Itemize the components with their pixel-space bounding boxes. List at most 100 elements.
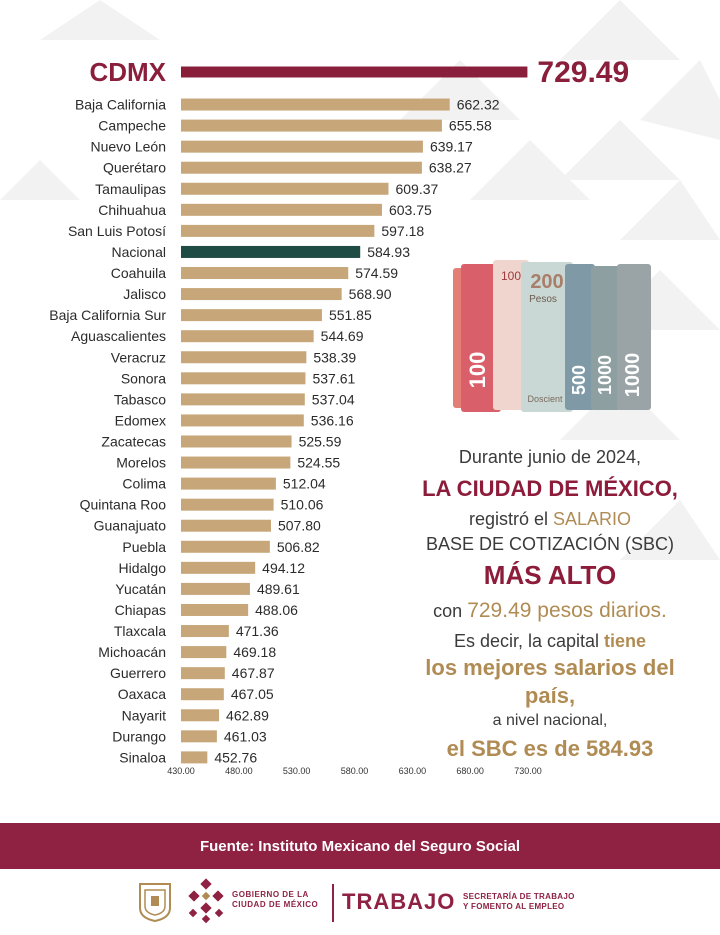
category-label: Morelos	[116, 455, 166, 471]
bar-puebla	[181, 540, 270, 553]
data-label: 574.59	[355, 265, 398, 281]
data-label: 462.89	[226, 707, 269, 723]
summary-line-3-gold: SALARIO	[553, 509, 632, 529]
bar-zacatecas	[181, 435, 292, 448]
bar-colima	[181, 477, 276, 490]
note-200-label: 200	[530, 271, 563, 293]
data-label: 638.27	[429, 160, 472, 176]
bar-michoacán	[181, 646, 227, 659]
footer-divider	[332, 884, 334, 922]
government-seal-icon	[139, 883, 171, 922]
data-label: 609.37	[395, 181, 438, 197]
category-label: Veracruz	[111, 349, 166, 365]
bar-sonora	[181, 372, 306, 385]
gov-line-1: GOBIERNO DE LA	[232, 890, 309, 899]
category-label: Oaxaca	[118, 686, 166, 702]
category-label: Tlaxcala	[114, 623, 166, 639]
x-tick-label: 630.00	[399, 766, 427, 776]
category-label: Sinaloa	[119, 749, 166, 765]
category-label: Baja California Sur	[49, 307, 166, 323]
data-label: 639.17	[430, 139, 473, 155]
category-label: Querétaro	[103, 160, 166, 176]
category-label: San Luis Potosí	[68, 223, 166, 239]
data-label: 662.32	[457, 97, 500, 113]
bar-san-luis-potosí	[181, 224, 375, 237]
summary-line-6-gold: 729.49 pesos diarios.	[467, 598, 667, 622]
category-label: Durango	[112, 728, 166, 744]
summary-line-7-gold: tiene	[604, 630, 647, 651]
data-label: 469.18	[233, 644, 276, 660]
note-100-label: 100	[465, 352, 490, 389]
source-banner: Fuente: Instituto Mexicano del Seguro So…	[0, 823, 720, 869]
note-1000-label-a: 1000	[595, 355, 615, 395]
bar-edomex	[181, 414, 304, 427]
background-pattern	[0, 0, 720, 560]
data-label: 568.90	[349, 286, 392, 302]
summary-line-10: el SBC es de 584.93	[446, 736, 654, 762]
bar-jalisco	[181, 288, 342, 301]
bar-nacional	[181, 245, 361, 258]
category-label: Chihuahua	[98, 202, 166, 218]
category-label: Sonora	[121, 370, 166, 386]
data-label: 510.06	[281, 497, 324, 513]
bar-nuevo-león	[181, 140, 423, 153]
sec-line-1: SECRETARÍA DE TRABAJO	[463, 892, 575, 901]
bar-baja-california	[181, 98, 450, 111]
category-label: Tabasco	[114, 391, 166, 407]
data-label: 471.36	[236, 623, 279, 639]
summary-line-8: los mejores salarios del país,	[425, 655, 675, 708]
category-label: Zacatecas	[101, 433, 166, 449]
bar-chart: CDMX 729.49 Baja California 662.32 Campeche 6…	[49, 56, 629, 776]
bar-sinaloa	[181, 751, 208, 764]
data-label: 538.39	[313, 349, 356, 365]
category-label: Jalisco	[123, 286, 166, 302]
note-500-label: 500	[569, 365, 589, 395]
x-tick-label: 530.00	[283, 766, 311, 776]
x-tick-label: 580.00	[341, 766, 369, 776]
data-label: 452.76	[214, 749, 257, 765]
data-label: 507.80	[278, 518, 321, 534]
data-label: 537.61	[312, 370, 355, 386]
summary-text: Durante junio de 2024, LA CIUDAD DE MÉXI…	[400, 440, 700, 763]
bar-baja-california-sur	[181, 309, 322, 322]
category-label: CDMX	[89, 57, 166, 87]
data-label: 536.16	[311, 412, 354, 428]
bar-tabasco	[181, 393, 305, 406]
x-tick-label: 730.00	[514, 766, 542, 776]
category-label: Chiapas	[115, 602, 166, 618]
bar-morelos	[181, 456, 291, 469]
sec-line-2: Y FOMENTO AL EMPLEO	[463, 902, 565, 911]
data-label: 597.18	[381, 223, 424, 239]
category-label: Campeche	[98, 118, 166, 134]
summary-line-1: Durante junio de 2024,	[458, 447, 642, 467]
category-label: Guerrero	[110, 665, 166, 681]
category-label: Yucatán	[115, 581, 166, 597]
data-label: 512.04	[283, 476, 326, 492]
category-label: Colima	[122, 476, 166, 492]
x-tick-label: 680.00	[456, 766, 484, 776]
bar-chiapas	[181, 603, 249, 616]
summary-line-2: LA CIUDAD DE MÉXICO,	[422, 475, 678, 501]
x-tick-label: 430.00	[167, 766, 195, 776]
bar-veracruz	[181, 351, 307, 364]
category-label: Coahuila	[111, 265, 166, 281]
gov-cdmx-text: GOBIERNO DE LA CIUDAD DE MÉXICO	[232, 890, 318, 910]
bar-quintana-roo	[181, 498, 274, 511]
data-label: 461.03	[224, 728, 267, 744]
data-label: 551.85	[329, 307, 372, 323]
x-tick-label: 480.00	[225, 766, 253, 776]
category-label: Tamaulipas	[95, 181, 166, 197]
category-label: Michoacán	[98, 644, 166, 660]
bar-coahuila	[181, 267, 349, 280]
summary-line-9: a nivel nacional,	[492, 712, 608, 730]
data-label: 467.05	[231, 686, 274, 702]
bar-oaxaca	[181, 688, 224, 701]
cdmx-logo-icon	[188, 878, 224, 924]
data-label: 494.12	[262, 560, 305, 576]
gov-line-2: CIUDAD DE MÉXICO	[232, 900, 319, 909]
data-label: 729.49	[537, 56, 629, 89]
bar-cdmx	[181, 66, 528, 78]
data-label: 603.75	[389, 202, 432, 218]
note-100-top-label: 100	[501, 269, 521, 283]
bar-durango	[181, 730, 217, 743]
